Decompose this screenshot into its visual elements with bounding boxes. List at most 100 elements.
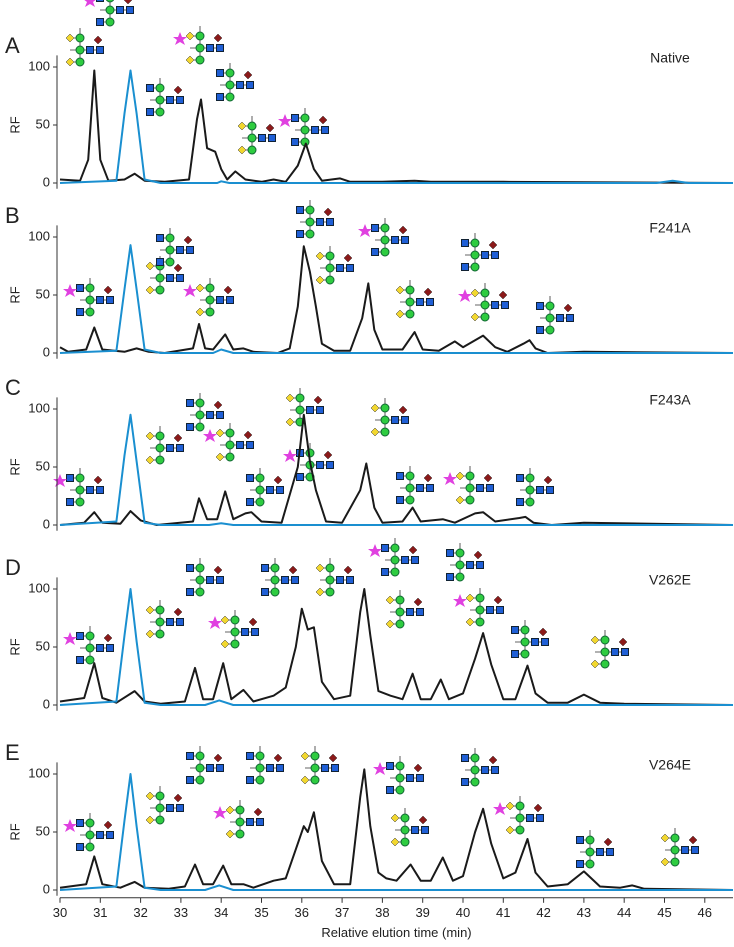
glycan-residue xyxy=(105,5,115,15)
x-tick-label: 39 xyxy=(415,905,429,920)
glycan-residue xyxy=(155,273,165,283)
trace xyxy=(59,588,733,706)
glycan-residue xyxy=(230,627,240,637)
sialic-star xyxy=(208,616,222,629)
glycan-residue xyxy=(166,444,174,452)
glycan-residue xyxy=(325,275,335,285)
glycan-residue xyxy=(326,461,334,469)
glycan-residue xyxy=(498,290,508,300)
glycan-residue xyxy=(401,236,409,244)
glycan-residue xyxy=(266,486,274,494)
glycan-residue xyxy=(165,233,175,243)
glycan-residue xyxy=(105,0,115,3)
glycan-residue xyxy=(520,637,530,647)
glycan-residue xyxy=(390,543,400,553)
glycan-icon xyxy=(246,468,284,507)
glycan-residue xyxy=(470,238,480,248)
glycan-residue xyxy=(476,484,484,492)
glycan-residue xyxy=(413,597,423,607)
trace xyxy=(59,244,733,354)
glycan-residue xyxy=(176,804,184,812)
glycan-residue xyxy=(346,576,354,584)
glycan-residue xyxy=(156,258,164,266)
y-tick-label: 0 xyxy=(43,516,50,531)
glycan-residue xyxy=(96,486,104,494)
glycan-residue xyxy=(305,229,315,239)
sialic-star xyxy=(63,632,77,645)
glycan-icon xyxy=(261,558,299,597)
glycan-residue xyxy=(455,471,465,481)
glycan-residue xyxy=(585,859,595,869)
glycan-residue xyxy=(321,764,329,772)
panel-letter: C xyxy=(5,375,21,400)
glycan-residue xyxy=(300,113,310,123)
glycan-residue xyxy=(315,587,325,597)
glycan-residue xyxy=(96,0,104,2)
glycan-residue xyxy=(155,95,165,105)
glycan-residue xyxy=(370,403,380,413)
glycan-residue xyxy=(155,815,165,825)
y-tick-label: 0 xyxy=(43,696,50,711)
glycan-bond xyxy=(70,28,100,63)
glycan-icon xyxy=(213,800,264,839)
sialic-star xyxy=(458,289,472,302)
sialic-star xyxy=(278,114,292,127)
glycan-residue xyxy=(325,563,335,573)
glycan-residue xyxy=(176,274,184,282)
glycan-icon xyxy=(285,388,324,427)
y-tick-label: 50 xyxy=(36,116,50,131)
glycan-residue xyxy=(390,555,400,565)
glycan-residue xyxy=(66,498,74,506)
glycan-residue xyxy=(380,247,390,257)
glycan-residue xyxy=(270,575,280,585)
glycan-residue xyxy=(390,567,400,577)
glycan-residue xyxy=(185,55,195,65)
glycan-residue xyxy=(520,625,530,635)
glycan-residue xyxy=(536,326,544,334)
glycan-residue xyxy=(590,659,600,669)
glycan-residue xyxy=(326,218,334,226)
glycan-residue xyxy=(155,285,165,295)
glycan-residue xyxy=(543,475,553,485)
glycan-residue xyxy=(511,650,519,658)
x-tick-label: 41 xyxy=(496,905,510,920)
glycan-residue xyxy=(243,430,253,440)
glycan-bond xyxy=(80,813,110,848)
glycan-residue xyxy=(416,298,424,306)
x-tick-label: 42 xyxy=(536,905,550,920)
glycan-residue xyxy=(251,628,259,636)
glycan-residue xyxy=(246,752,254,760)
glycan-residue xyxy=(400,813,410,823)
glycan-residue xyxy=(585,835,595,845)
glycan-residue xyxy=(566,314,574,322)
glycan-residue xyxy=(206,44,214,52)
trace xyxy=(59,588,734,706)
glycan-residue xyxy=(470,262,480,272)
glycan-residue xyxy=(305,217,315,227)
glycan-residue xyxy=(300,775,310,785)
glycan-residue xyxy=(483,473,493,483)
glycan-residue xyxy=(300,125,310,135)
glycan-icon xyxy=(145,426,184,465)
x-tick-label: 38 xyxy=(375,905,389,920)
glycan-residue xyxy=(455,548,465,558)
glycan-bond xyxy=(320,558,350,593)
glycan-residue xyxy=(470,765,480,775)
glycan-residue xyxy=(315,275,325,285)
glycan-residue xyxy=(273,475,283,485)
glycan-residue xyxy=(173,793,183,803)
sialic-star xyxy=(173,32,187,45)
glycan-icon xyxy=(395,280,434,319)
glycan-residue xyxy=(155,83,165,93)
glycan-residue xyxy=(395,607,405,617)
panel-letter: E xyxy=(5,740,20,765)
glycan-residue xyxy=(406,774,414,782)
glycan-residue xyxy=(183,235,193,245)
glycan-residue xyxy=(343,253,353,263)
glycan-residue xyxy=(76,656,84,664)
glycan-residue xyxy=(515,825,525,835)
glycan-residue xyxy=(186,564,194,572)
glycan-residue xyxy=(318,115,328,125)
glycan-residue xyxy=(65,33,75,43)
